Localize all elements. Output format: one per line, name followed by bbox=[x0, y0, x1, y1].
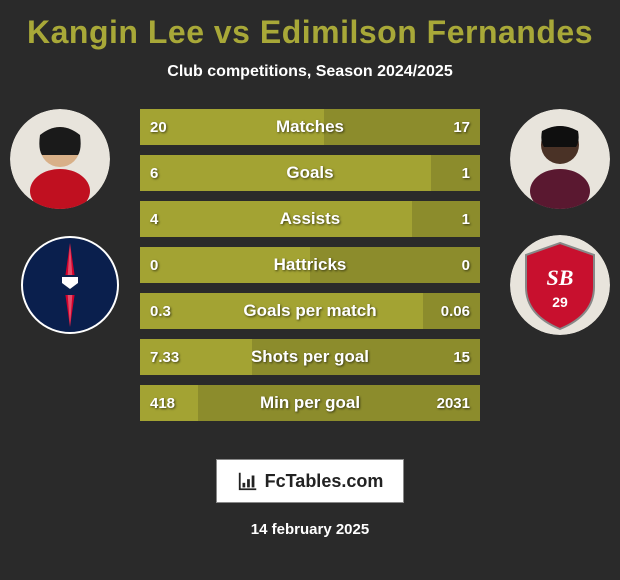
club-left-badge bbox=[20, 235, 120, 335]
svg-text:SB: SB bbox=[547, 265, 574, 290]
branding-box: FcTables.com bbox=[216, 459, 405, 503]
stat-label: Goals bbox=[140, 155, 480, 191]
stat-row: 7.3315Shots per goal bbox=[140, 339, 480, 375]
page-title: Kangin Lee vs Edimilson Fernandes bbox=[0, 14, 620, 51]
player-right-icon bbox=[510, 109, 610, 209]
stat-label: Matches bbox=[140, 109, 480, 145]
comparison-card: Kangin Lee vs Edimilson Fernandes Club c… bbox=[0, 0, 620, 580]
content-area: SB 29 2017Matches 61Goals 41Assists 00Hattr… bbox=[0, 109, 620, 439]
date-text: 14 february 2025 bbox=[0, 521, 620, 538]
subtitle: Club competitions, Season 2024/2025 bbox=[0, 63, 620, 81]
brest-badge-icon: SB 29 bbox=[510, 235, 610, 335]
stat-label: Goals per match bbox=[140, 293, 480, 329]
player-left-avatar bbox=[10, 109, 110, 209]
club-right-badge: SB 29 bbox=[510, 235, 610, 335]
player-right-avatar bbox=[510, 109, 610, 209]
stat-label: Hattricks bbox=[140, 247, 480, 283]
stat-label: Min per goal bbox=[140, 385, 480, 421]
stat-row: 41Assists bbox=[140, 201, 480, 237]
stats-bars: 2017Matches 61Goals 41Assists 00Hattricks 0.… bbox=[140, 109, 480, 431]
footer: FcTables.com bbox=[0, 459, 620, 503]
stat-row: 61Goals bbox=[140, 155, 480, 191]
stat-row: 0.30.06Goals per match bbox=[140, 293, 480, 329]
psg-badge-icon bbox=[20, 235, 120, 335]
stat-row: 2017Matches bbox=[140, 109, 480, 145]
stat-label: Shots per goal bbox=[140, 339, 480, 375]
stat-row: 4182031Min per goal bbox=[140, 385, 480, 421]
stat-row: 00Hattricks bbox=[140, 247, 480, 283]
player-left-icon bbox=[10, 109, 110, 209]
chart-icon bbox=[237, 470, 259, 492]
stat-label: Assists bbox=[140, 201, 480, 237]
svg-text:29: 29 bbox=[552, 294, 568, 310]
branding-text: FcTables.com bbox=[265, 471, 384, 492]
